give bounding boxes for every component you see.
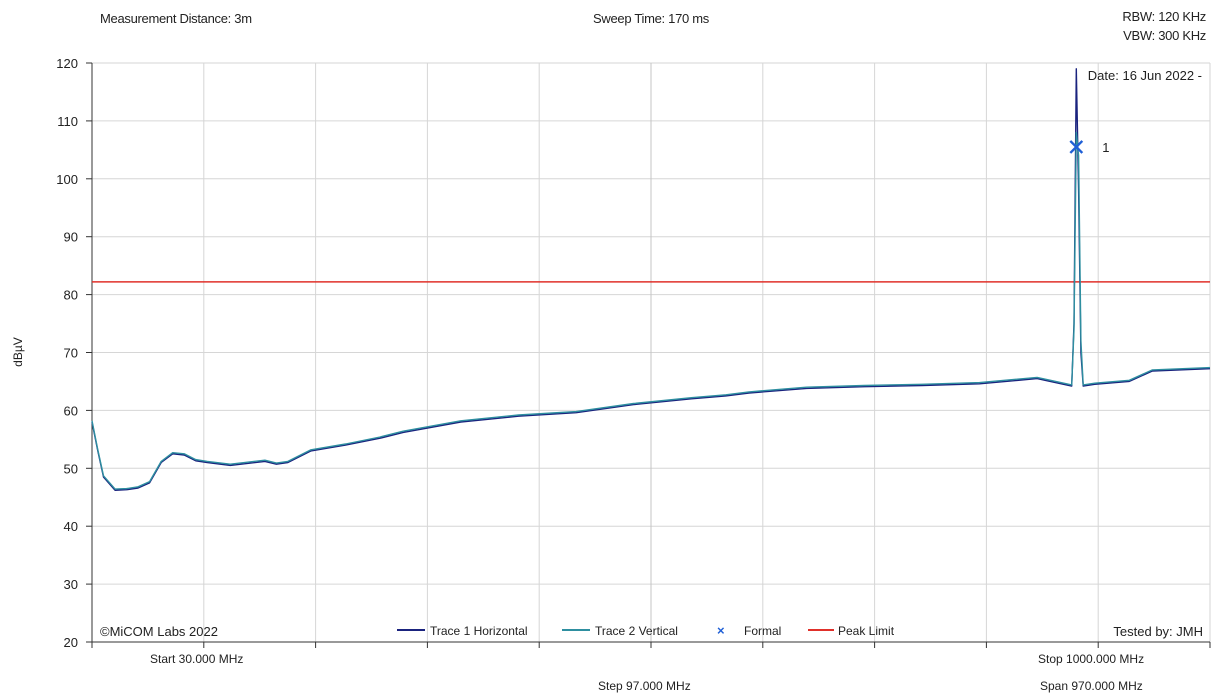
legend-marker-label: Formal <box>744 624 781 638</box>
step-frequency: Step 97.000 MHz <box>598 679 691 693</box>
legend-limit-label: Peak Limit <box>838 624 895 638</box>
x-axis <box>91 63 1211 648</box>
legend: Trace 1 Horizontal Trace 2 Vertical × Fo… <box>397 623 895 638</box>
y-tick-label: 40 <box>64 519 78 534</box>
rbw-label: RBW: 120 KHz <box>1122 9 1206 24</box>
legend-trace1-label: Trace 1 Horizontal <box>430 624 528 638</box>
y-tick-label: 70 <box>64 346 78 361</box>
y-tick-label: 30 <box>64 577 78 592</box>
y-tick-label: 120 <box>56 56 78 71</box>
series-lines <box>91 68 1211 491</box>
copyright-label: ©MiCOM Labs 2022 <box>100 624 218 639</box>
legend-marker-swatch: × <box>717 623 725 638</box>
date-label: Date: 16 Jun 2022 - <box>1088 68 1202 83</box>
marker-label: 1 <box>1102 140 1109 155</box>
y-tick-label: 90 <box>64 230 78 245</box>
y-tick-label: 20 <box>64 635 78 650</box>
sweep-time: Sweep Time: 170 ms <box>593 11 709 26</box>
series-line-2 <box>91 131 1211 490</box>
marker-group: 1 <box>1069 140 1110 155</box>
measurement-distance: Measurement Distance: 3m <box>100 11 252 26</box>
y-axis-label: dBµV <box>11 337 25 367</box>
marker-cross-b <box>1069 140 1084 154</box>
legend-trace2-label: Trace 2 Vertical <box>595 624 678 638</box>
y-tick-label: 100 <box>56 172 78 187</box>
y-axis: 20 30 40 50 60 70 80 90 100 110 120 <box>56 56 92 650</box>
y-tick-label: 60 <box>64 403 78 418</box>
y-tick-label: 80 <box>64 288 78 303</box>
tested-by-label: Tested by: JMH <box>1113 624 1203 639</box>
stop-frequency: Stop 1000.000 MHz <box>1038 652 1144 666</box>
grid-lines <box>92 62 1211 643</box>
y-tick-label: 110 <box>57 114 78 129</box>
span-frequency: Span 970.000 MHz <box>1040 679 1143 693</box>
y-tick-label: 50 <box>64 461 78 476</box>
vbw-label: VBW: 300 KHz <box>1123 28 1206 43</box>
start-frequency: Start 30.000 MHz <box>150 652 243 666</box>
